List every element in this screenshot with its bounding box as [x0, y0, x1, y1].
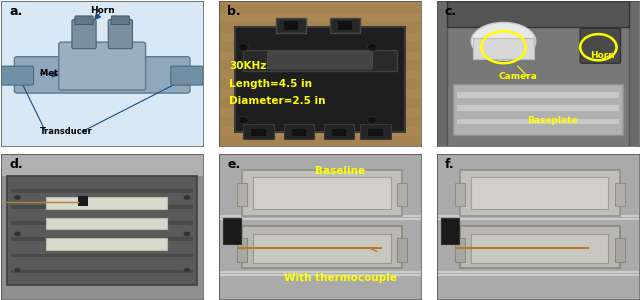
- Bar: [332, 129, 346, 136]
- Bar: [614, 183, 625, 206]
- FancyBboxPatch shape: [460, 170, 620, 216]
- FancyBboxPatch shape: [330, 18, 360, 33]
- Bar: [12, 269, 193, 273]
- Circle shape: [183, 231, 191, 236]
- Text: Metal baseplate: Metal baseplate: [40, 69, 116, 78]
- Bar: [447, 1, 628, 27]
- Text: c.: c.: [445, 5, 457, 18]
- Text: Transducer: Transducer: [40, 127, 92, 136]
- FancyBboxPatch shape: [108, 20, 132, 49]
- FancyBboxPatch shape: [243, 170, 402, 216]
- Bar: [397, 238, 407, 262]
- Text: Length=4.5 in: Length=4.5 in: [229, 79, 312, 88]
- Bar: [219, 4, 421, 14]
- Bar: [45, 197, 167, 209]
- Bar: [12, 238, 193, 241]
- Bar: [397, 183, 407, 206]
- Bar: [284, 21, 298, 30]
- Text: Camera: Camera: [498, 72, 537, 81]
- Text: With thermocouple: With thermocouple: [284, 273, 397, 283]
- Bar: [473, 38, 534, 59]
- FancyBboxPatch shape: [268, 52, 372, 69]
- Bar: [219, 60, 421, 70]
- Circle shape: [183, 268, 191, 273]
- Circle shape: [14, 231, 21, 236]
- Bar: [457, 118, 618, 124]
- Bar: [12, 254, 193, 257]
- FancyBboxPatch shape: [243, 124, 273, 139]
- Bar: [471, 234, 609, 263]
- Bar: [253, 234, 390, 263]
- Text: a.: a.: [10, 5, 22, 18]
- Bar: [471, 177, 609, 209]
- FancyBboxPatch shape: [243, 50, 397, 70]
- Bar: [614, 238, 625, 262]
- Bar: [1, 154, 203, 175]
- Bar: [219, 22, 421, 33]
- Text: 30KHz: 30KHz: [229, 61, 266, 71]
- Bar: [455, 238, 465, 262]
- Bar: [223, 218, 241, 244]
- FancyBboxPatch shape: [72, 20, 96, 49]
- Polygon shape: [7, 176, 197, 285]
- Bar: [12, 189, 193, 193]
- Bar: [45, 238, 167, 250]
- FancyBboxPatch shape: [360, 124, 390, 139]
- Bar: [12, 206, 193, 209]
- FancyBboxPatch shape: [324, 124, 355, 139]
- Text: Horn: Horn: [590, 51, 615, 60]
- Bar: [45, 218, 167, 230]
- Bar: [292, 129, 306, 136]
- Circle shape: [367, 116, 378, 124]
- Text: d.: d.: [10, 158, 23, 171]
- Text: Baseline: Baseline: [315, 166, 365, 176]
- FancyBboxPatch shape: [243, 226, 402, 268]
- FancyBboxPatch shape: [75, 16, 93, 25]
- Bar: [219, 136, 421, 146]
- Bar: [237, 183, 247, 206]
- Bar: [12, 221, 193, 225]
- Bar: [338, 21, 352, 30]
- Ellipse shape: [471, 22, 536, 60]
- Text: Diameter=2.5 in: Diameter=2.5 in: [229, 96, 326, 106]
- Bar: [237, 238, 247, 262]
- FancyBboxPatch shape: [14, 57, 190, 93]
- Circle shape: [14, 195, 21, 200]
- Circle shape: [238, 44, 248, 51]
- Bar: [219, 79, 421, 89]
- Circle shape: [367, 44, 378, 51]
- Circle shape: [14, 268, 21, 273]
- Bar: [252, 129, 266, 136]
- FancyBboxPatch shape: [276, 18, 306, 33]
- Circle shape: [183, 195, 191, 200]
- Text: f.: f.: [445, 158, 454, 171]
- FancyBboxPatch shape: [111, 16, 129, 25]
- FancyBboxPatch shape: [460, 226, 620, 268]
- Bar: [455, 183, 465, 206]
- Text: e.: e.: [227, 158, 241, 171]
- FancyBboxPatch shape: [1, 66, 33, 85]
- Bar: [457, 106, 618, 111]
- Bar: [219, 117, 421, 127]
- Text: b.: b.: [227, 5, 241, 18]
- FancyBboxPatch shape: [580, 28, 621, 63]
- Bar: [219, 41, 421, 52]
- Text: Horn: Horn: [90, 6, 115, 15]
- Bar: [219, 98, 421, 108]
- Circle shape: [238, 116, 248, 124]
- FancyBboxPatch shape: [284, 124, 314, 139]
- Bar: [253, 177, 390, 209]
- FancyBboxPatch shape: [59, 42, 145, 90]
- FancyBboxPatch shape: [171, 66, 203, 85]
- Bar: [441, 218, 459, 244]
- Text: Baseplate: Baseplate: [527, 116, 577, 124]
- Bar: [369, 129, 383, 136]
- FancyBboxPatch shape: [453, 84, 623, 135]
- Bar: [457, 92, 618, 98]
- Bar: [78, 196, 88, 206]
- FancyBboxPatch shape: [236, 27, 404, 132]
